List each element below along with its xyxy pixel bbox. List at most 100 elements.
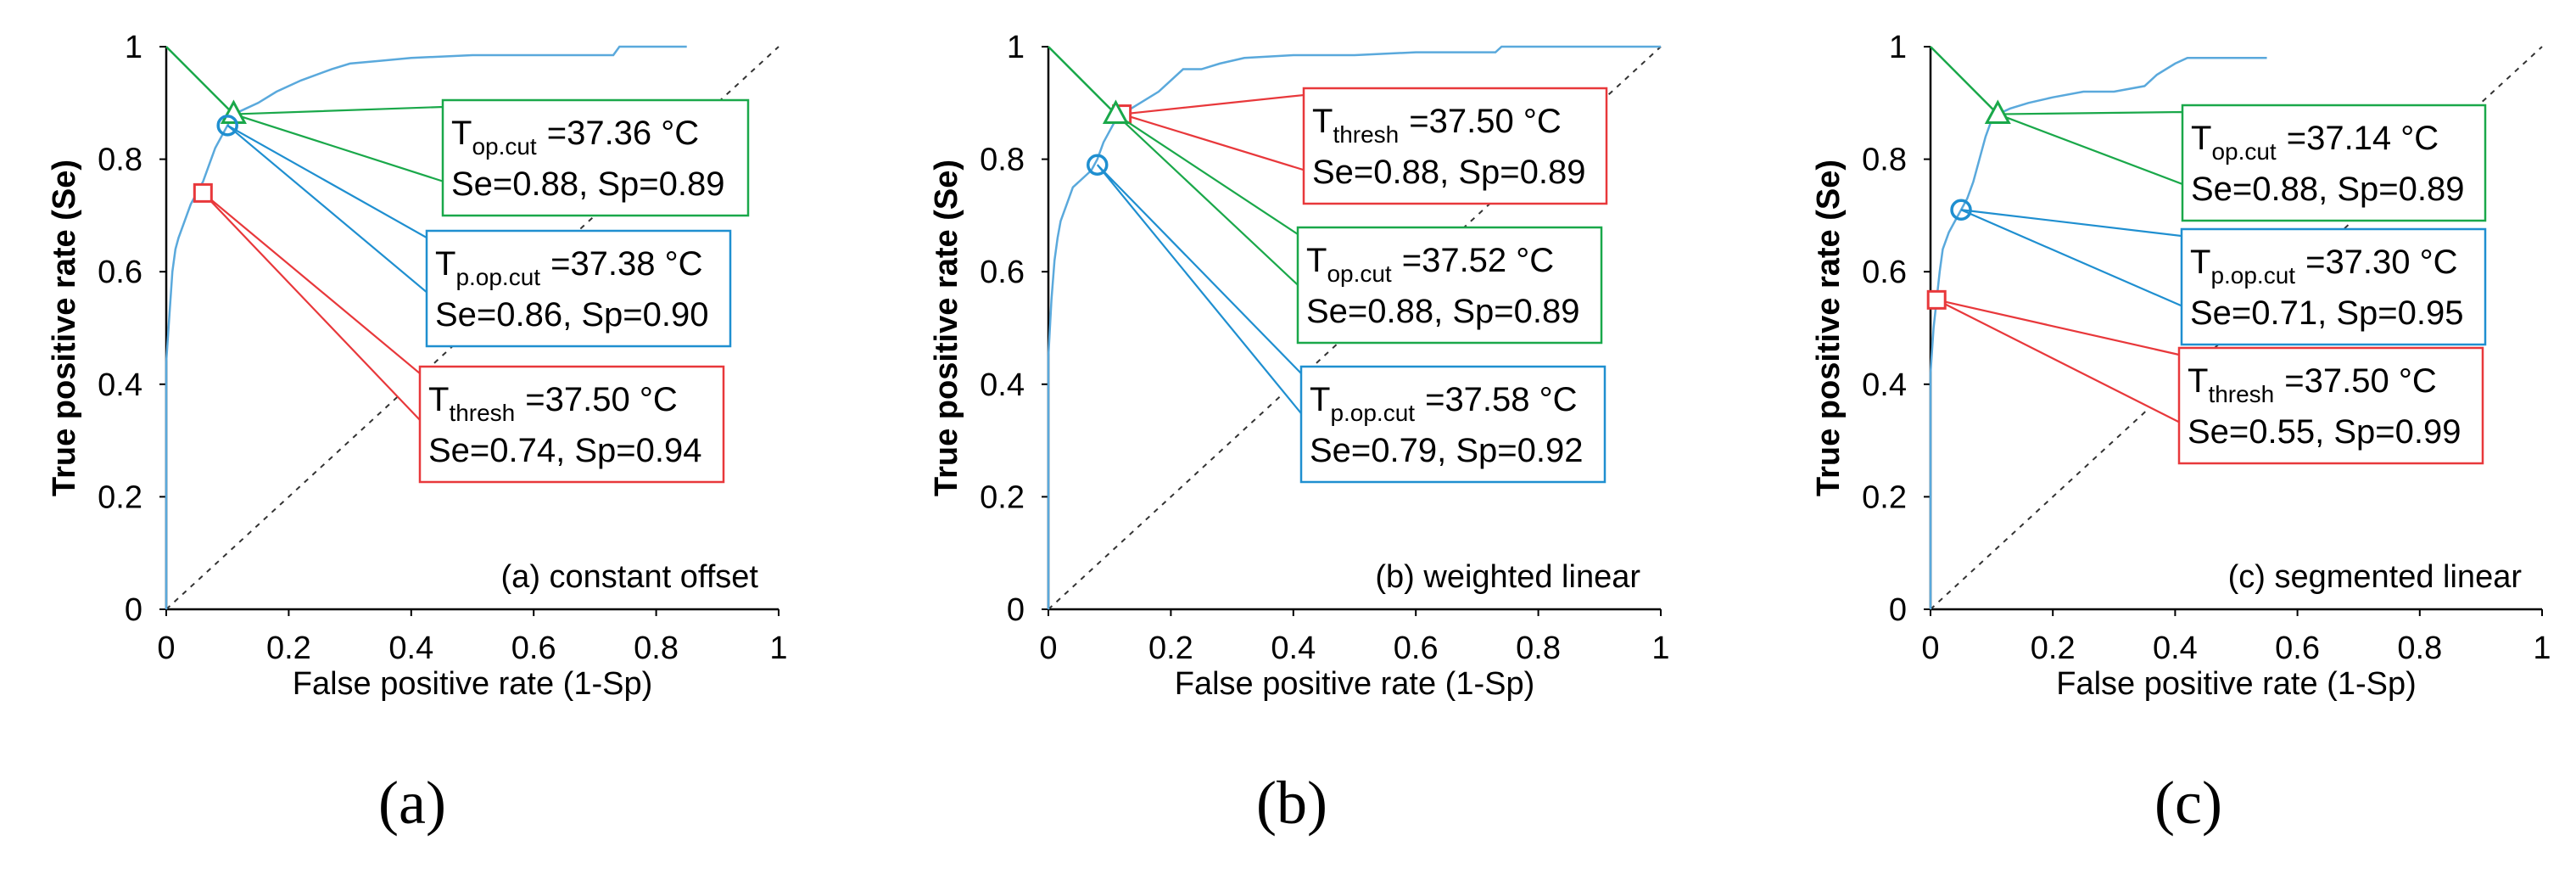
marker-circle [1087, 154, 1109, 176]
marker-square [193, 182, 213, 203]
optimal-distance-line [1930, 46, 1999, 115]
x-tick-label: 0.8 [1516, 631, 1561, 666]
marker-square [1926, 289, 1947, 310]
callout-subscript: p.op.cut [1330, 400, 1415, 426]
x-tick-label: 0.8 [634, 631, 679, 666]
x-tick-label: 0.2 [1148, 631, 1193, 666]
callout-box-thresh [2177, 346, 2484, 465]
callout-box-p-op-cut [2180, 227, 2487, 346]
chart-panel-b: 00 0.2 0.2 0.4 0.4 0.6 0.6 0.8 0.8 1 1 False positi… [929, 30, 1670, 702]
x-axis-title: False positive rate (1-Sp) [1175, 666, 1535, 702]
x-tick-label: 0.4 [2153, 631, 2198, 666]
callout-pointer-thresh [1936, 299, 2220, 444]
y-tick-label: 0.2 [98, 479, 142, 515]
y-tick-label: 0.6 [980, 255, 1025, 290]
x-tick-label: 0 [157, 631, 175, 666]
callout-subscript: p.op.cut [455, 264, 540, 290]
y-axis-title: True positive rate (Se) [47, 160, 82, 496]
x-tick-label: 0.4 [388, 631, 433, 666]
callout-stats-text: Se=0.79, Sp=0.92 [1310, 432, 1584, 469]
callout-subscript: thresh [449, 400, 515, 426]
callout-threshold-text: Tp.op.cut =37.38 °C [435, 245, 703, 290]
callout-T-symbol: T [1306, 242, 1327, 279]
marker-triangle [1102, 99, 1129, 125]
callout-T-symbol: T [428, 381, 449, 418]
y-axis-title: True positive rate (Se) [929, 160, 964, 496]
callout-threshold-text: Tp.op.cut =37.30 °C [2190, 244, 2458, 289]
x-tick-label: 0.2 [2031, 631, 2076, 666]
callout-threshold-text: Tthresh =37.50 °C [428, 381, 678, 426]
x-tick-label: 0 [1921, 631, 1939, 666]
plot-method-label: (b) weighted linear [1375, 559, 1640, 595]
panel-tag-b: (b) [1256, 769, 1327, 837]
callout-T-symbol: T [1310, 381, 1330, 418]
y-tick-label: 0.6 [1862, 255, 1907, 290]
callout-threshold-text: Top.cut =37.52 °C [1306, 242, 1554, 287]
panel-tag-c: (c) [2154, 769, 2222, 837]
callout-box-p-op-cut [1299, 365, 1607, 484]
x-tick-label: 0.4 [1271, 631, 1316, 666]
callout-value: =37.38 °C [550, 245, 702, 283]
callout-box-thresh [418, 365, 725, 484]
callout-T-symbol: T [2190, 244, 2210, 281]
optimal-distance-line [1048, 46, 1117, 115]
callout-stats-text: Se=0.86, Sp=0.90 [435, 296, 709, 334]
chart-panel-c: 00 0.2 0.2 0.4 0.4 0.6 0.6 0.8 0.8 1 1 False positi… [1811, 30, 2551, 702]
callout-T-symbol: T [435, 245, 455, 283]
y-tick-label: 0.6 [98, 255, 142, 290]
x-tick-label: 1 [2533, 631, 2551, 666]
plot-method-label: (c) segmented linear [2228, 559, 2523, 595]
x-tick-label: 0.6 [1394, 631, 1439, 666]
callout-subscript: op.cut [472, 133, 536, 160]
callout-subscript: p.op.cut [2210, 262, 2295, 289]
marker-triangle [1984, 99, 2011, 125]
callout-value: =37.50 °C [525, 381, 677, 418]
callout-box-p-op-cut [425, 229, 732, 348]
callout-value: =37.58 °C [1425, 381, 1577, 418]
callout-subscript: op.cut [2211, 138, 2276, 165]
marker-circle [216, 115, 238, 137]
callout-T-symbol: T [2191, 120, 2211, 157]
x-axis-title: False positive rate (1-Sp) [2056, 666, 2417, 702]
callout-threshold-text: Top.cut =37.14 °C [2191, 120, 2439, 165]
callout-subscript: thresh [2208, 381, 2274, 407]
y-tick-label: 0 [125, 592, 142, 628]
callout-box-op-cut [1296, 226, 1603, 345]
callout-value: =37.30 °C [2305, 244, 2457, 281]
y-tick-label: 0.4 [98, 367, 142, 403]
chart-panel-a: 00 0.2 0.2 0.4 0.4 0.6 0.6 0.8 0.8 1 1 False positi… [47, 30, 788, 702]
callout-subscript: op.cut [1327, 261, 1391, 287]
y-tick-label: 0.8 [98, 143, 142, 178]
x-tick-label: 0.8 [2397, 631, 2442, 666]
plot-method-label: (a) constant offset [501, 559, 759, 595]
callout-value: =37.50 °C [2284, 362, 2436, 400]
callout-T-symbol: T [2188, 362, 2208, 400]
optimal-distance-line [165, 46, 235, 115]
y-tick-label: 1 [125, 30, 142, 65]
y-tick-label: 0.8 [980, 143, 1025, 178]
y-tick-label: 0.4 [980, 367, 1025, 403]
y-tick-label: 0 [1889, 592, 1907, 628]
callout-T-symbol: T [1312, 103, 1333, 140]
callout-stats-text: Se=0.88, Sp=0.89 [1306, 293, 1580, 330]
callout-stats-text: Se=0.88, Sp=0.89 [451, 165, 725, 203]
callout-value: =37.50 °C [1409, 103, 1561, 140]
x-tick-label: 1 [769, 631, 787, 666]
y-axis-title: True positive rate (Se) [1811, 160, 1847, 496]
callout-box-op-cut [2181, 104, 2487, 222]
callout-threshold-text: Tthresh =37.50 °C [2188, 362, 2437, 407]
callout-subscript: thresh [1333, 121, 1399, 148]
callout-threshold-text: Top.cut =37.36 °C [451, 115, 699, 160]
callout-value: =37.36 °C [547, 115, 699, 152]
x-tick-label: 0.2 [266, 631, 311, 666]
callout-box-thresh [1302, 87, 1608, 205]
y-tick-label: 0.2 [980, 479, 1025, 515]
x-tick-label: 1 [1651, 631, 1669, 666]
y-tick-label: 1 [1889, 30, 1907, 65]
x-tick-label: 0 [1039, 631, 1057, 666]
x-tick-label: 0.6 [2275, 631, 2320, 666]
callout-value: =37.14 °C [2287, 120, 2439, 157]
y-tick-label: 0 [1007, 592, 1025, 628]
callout-T-symbol: T [451, 115, 472, 152]
callout-stats-text: Se=0.55, Sp=0.99 [2188, 413, 2461, 451]
